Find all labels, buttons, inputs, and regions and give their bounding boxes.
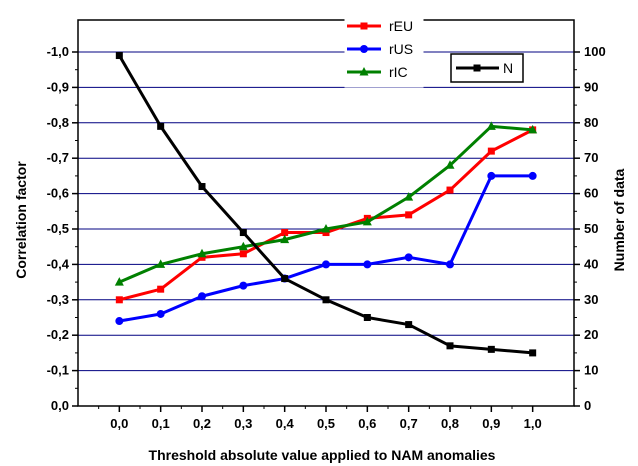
data-point	[239, 281, 248, 290]
data-point	[239, 250, 247, 258]
grid-lines	[78, 51, 574, 372]
y-axis-left-title: Correlation factor	[13, 161, 29, 279]
y-right-tick-label: 60	[584, 186, 598, 201]
y-right-tick-label: 10	[584, 363, 598, 378]
data-point	[405, 211, 413, 219]
legend: rEU rUS rIC N	[344, 13, 524, 88]
data-point	[473, 64, 481, 72]
y-right-tick-label: 50	[584, 221, 598, 236]
data-point	[157, 285, 165, 293]
legend-item-n: N	[450, 53, 524, 83]
y-left-tick-label: -1,0	[47, 44, 69, 59]
x-tick-label: 0,3	[234, 416, 252, 431]
legend-label: rUS	[389, 41, 413, 57]
data-point	[360, 22, 368, 30]
data-point	[446, 260, 454, 269]
x-tick-label: 0,6	[358, 416, 376, 431]
data-point	[115, 317, 124, 326]
series-line	[118, 54, 533, 355]
x-tick-label: 0,4	[276, 416, 295, 431]
axes	[72, 19, 580, 412]
x-tick-label: 0,1	[152, 416, 170, 431]
x-axis-title: Threshold absolute value applied to NAM …	[149, 447, 496, 463]
data-point	[322, 296, 330, 304]
y-left-tick-label: -0,6	[47, 186, 69, 201]
legend-item-rus: rUS	[347, 41, 413, 57]
y-left-tick-label: -0,9	[47, 79, 69, 94]
data-point	[486, 121, 496, 130]
data-point	[528, 171, 537, 180]
data-point	[487, 147, 495, 155]
data-point	[280, 234, 290, 244]
series-ric	[114, 121, 538, 286]
y-right-tick-label: 40	[584, 256, 598, 271]
data-point	[528, 124, 538, 134]
data-point	[238, 241, 248, 251]
y-right-tick-label: 100	[584, 44, 606, 59]
data-point	[157, 122, 165, 130]
data-point	[281, 229, 289, 237]
data-point	[322, 229, 330, 237]
y-axis-right-title: Number of data	[611, 168, 627, 271]
y-left-tick-label: -0,2	[47, 327, 69, 342]
x-tick-label: 0,0	[110, 416, 128, 431]
data-point	[156, 309, 165, 318]
x-tick-label: 0,9	[482, 416, 500, 431]
y-right-tick-label: 90	[584, 79, 598, 94]
legend-label: N	[503, 60, 513, 76]
data-point	[115, 52, 123, 60]
y-right-tick-label: 0	[584, 398, 591, 413]
y-right-tick-label: 80	[584, 115, 598, 130]
data-point	[281, 275, 289, 283]
data-point	[487, 171, 496, 180]
tick-labels: 0,0 -0,1 -0,2 -0,3 -0,4 -0,5 -0,6 -0,7 -0,8 -0,9 -…	[47, 44, 606, 431]
data-point	[360, 45, 368, 53]
y-right-tick-label: 70	[584, 150, 598, 165]
data-point	[446, 342, 454, 350]
x-tick-label: 0,7	[400, 416, 418, 431]
data-point	[198, 292, 206, 301]
y-left-tick-label: -0,1	[47, 363, 69, 378]
data-point	[115, 296, 123, 304]
data-point	[363, 260, 372, 269]
x-tick-label: 0,5	[317, 416, 335, 431]
data-point	[156, 259, 166, 268]
x-tick-label: 1,0	[524, 416, 542, 431]
legend-item-ric: rIC	[347, 64, 408, 80]
data-point	[487, 345, 495, 353]
data-point	[359, 67, 369, 76]
y-right-tick-label: 20	[584, 327, 598, 342]
data-point	[362, 216, 372, 226]
data-point	[363, 314, 371, 321]
series-n	[115, 52, 537, 357]
data-point	[198, 183, 206, 191]
data-point	[198, 253, 206, 261]
data-point	[321, 224, 331, 233]
y-right-tick-label: 30	[584, 292, 598, 307]
data-point	[114, 277, 124, 286]
y-left-tick-label: -0,7	[47, 150, 69, 165]
y-left-tick-label: -0,5	[47, 221, 69, 236]
series-layer	[114, 52, 538, 357]
data-point	[197, 248, 207, 258]
data-point	[445, 160, 455, 169]
y-left-tick-label: -0,8	[47, 115, 69, 130]
legend-item-reu: rEU	[347, 18, 413, 34]
x-tick-label: 0,2	[193, 416, 211, 431]
x-tick-label: 0,8	[441, 416, 459, 431]
data-point	[446, 186, 454, 194]
data-point	[404, 253, 413, 262]
data-point	[322, 260, 330, 269]
data-point	[405, 321, 413, 329]
y-left-tick-label: 0,0	[51, 398, 69, 413]
legend-label: rEU	[389, 18, 413, 34]
data-point	[404, 192, 414, 201]
y-left-tick-label: -0,4	[47, 256, 70, 271]
series-line	[118, 124, 533, 284]
data-point	[529, 349, 537, 357]
data-point	[239, 229, 247, 237]
y-left-tick-label: -0,3	[47, 292, 69, 307]
legend-label: rIC	[389, 64, 408, 80]
